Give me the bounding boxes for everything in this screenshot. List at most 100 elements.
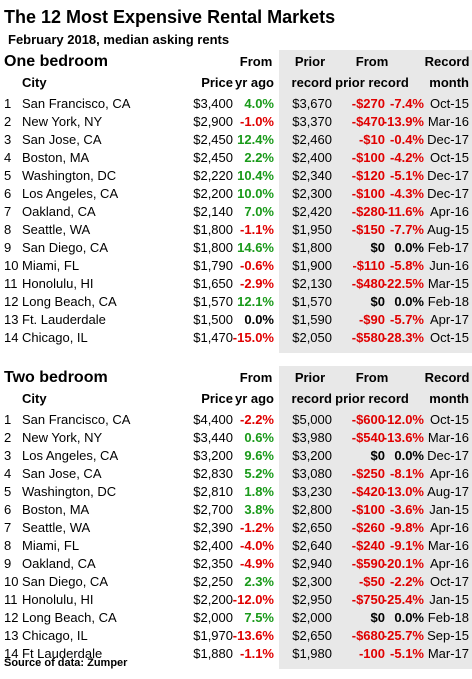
record-month: Mar-17 xyxy=(427,646,469,661)
price: $2,400 xyxy=(193,538,233,553)
record-month: Aug-15 xyxy=(427,222,469,237)
rank: 11 xyxy=(4,592,18,607)
change-percent: -20.1% xyxy=(382,556,424,571)
prior-record: $3,230 xyxy=(292,484,332,499)
section-heading: One bedroom xyxy=(4,53,109,70)
title: The 12 Most Expensive Rental Markets xyxy=(4,7,336,27)
record-month: Feb-18 xyxy=(427,610,469,625)
prior-record: $2,640 xyxy=(292,538,332,553)
change-dollars: -$240 xyxy=(351,538,385,553)
prior-record: $3,370 xyxy=(292,114,332,129)
change-dollars: -$90 xyxy=(358,312,385,327)
prior-record: $1,900 xyxy=(292,258,332,273)
change-percent: -25.4% xyxy=(382,592,424,607)
rank: 14 xyxy=(4,330,19,345)
price: $3,200 xyxy=(193,448,233,463)
rank: 6 xyxy=(4,186,12,201)
change-dollars: -$600 xyxy=(351,412,385,427)
record-month: Dec-17 xyxy=(427,448,469,463)
column-header: record xyxy=(291,391,332,406)
record-month: Oct-15 xyxy=(429,412,469,427)
change-percent: 0.0% xyxy=(394,294,424,309)
record-shading xyxy=(279,50,472,353)
city: Los Angeles, CA xyxy=(22,448,119,463)
change-percent: -7.4% xyxy=(390,96,424,111)
rank: 10 xyxy=(4,258,19,273)
price: $1,970 xyxy=(193,628,233,643)
prior-record: $2,940 xyxy=(292,556,332,571)
yoy-change: 0.0% xyxy=(244,312,274,327)
change-dollars: -$590 xyxy=(351,556,385,571)
price: $2,250 xyxy=(193,574,233,589)
price: $4,400 xyxy=(193,412,233,427)
yoy-change: 7.5% xyxy=(244,610,274,625)
prior-record: $3,670 xyxy=(292,96,332,111)
record-month: Oct-15 xyxy=(429,150,469,165)
prior-record: $2,460 xyxy=(292,132,332,147)
change-dollars: -$680 xyxy=(351,628,385,643)
price: $1,570 xyxy=(193,294,233,309)
price: $2,830 xyxy=(193,466,233,481)
price: $1,880 xyxy=(193,646,233,661)
record-month: Mar-16 xyxy=(427,114,469,129)
change-dollars: -$50 xyxy=(358,574,385,589)
price: $2,900 xyxy=(193,114,233,129)
city: Miami, FL xyxy=(22,258,80,273)
price: $1,800 xyxy=(193,222,233,237)
yoy-change: 12.1% xyxy=(237,294,274,309)
change-dollars: -$100 xyxy=(351,150,385,165)
column-header: yr ago xyxy=(234,391,274,406)
yoy-change: 1.8% xyxy=(244,484,274,499)
record-month: Mar-16 xyxy=(427,430,469,445)
yoy-change: -2.9% xyxy=(240,276,274,291)
change-dollars: -$540 xyxy=(351,430,385,445)
city: Washington, DC xyxy=(22,484,117,499)
city: San Diego, CA xyxy=(22,240,108,255)
change-dollars: -$270 xyxy=(351,96,385,111)
yoy-change: -4.0% xyxy=(240,538,274,553)
yoy-change: 5.2% xyxy=(244,466,274,481)
change-dollars: -$420 xyxy=(351,484,385,499)
city: Honolulu, HI xyxy=(22,276,94,291)
change-percent: -25.7% xyxy=(382,628,424,643)
city: Seattle, WA xyxy=(22,520,91,535)
prior-record: $2,650 xyxy=(292,520,332,535)
record-month: Jan-15 xyxy=(429,502,469,517)
change-percent: -9.8% xyxy=(390,520,424,535)
change-percent: -13.9% xyxy=(382,114,424,129)
yoy-change: -1.0% xyxy=(240,114,274,129)
change-percent: 0.0% xyxy=(394,240,424,255)
price: $2,450 xyxy=(193,150,233,165)
change-percent: -9.1% xyxy=(390,538,424,553)
price: $1,800 xyxy=(193,240,233,255)
price: $2,200 xyxy=(193,592,233,607)
rank: 3 xyxy=(4,132,12,147)
rank: 7 xyxy=(4,204,12,219)
rank: 14 xyxy=(4,646,19,661)
change-dollars: -$750 xyxy=(351,592,385,607)
change-percent: -4.3% xyxy=(390,186,424,201)
city: San Jose, CA xyxy=(22,466,102,481)
rank: 1 xyxy=(4,412,12,427)
prior-record: $1,950 xyxy=(292,222,332,237)
prior-record: $2,800 xyxy=(292,502,332,517)
prior-record: $1,800 xyxy=(292,240,332,255)
city: New York, NY xyxy=(22,430,103,445)
rank: 13 xyxy=(4,628,19,643)
city: San Jose, CA xyxy=(22,132,102,147)
prior-record: $2,420 xyxy=(292,204,332,219)
record-month: Oct-15 xyxy=(429,330,469,345)
change-percent: -2.2% xyxy=(390,574,424,589)
change-percent: -13.0% xyxy=(382,484,424,499)
change-dollars: -$10 xyxy=(358,132,385,147)
yoy-change: -1.1% xyxy=(240,222,274,237)
change-percent: -11.6% xyxy=(383,204,424,219)
price: $2,000 xyxy=(193,610,233,625)
price: $1,500 xyxy=(193,312,233,327)
change-percent: 0.0% xyxy=(394,610,424,625)
yoy-change: 3.8% xyxy=(244,502,274,517)
column-header: From xyxy=(355,370,389,385)
price: $2,220 xyxy=(193,168,233,183)
yoy-change: -1.1% xyxy=(240,646,274,661)
